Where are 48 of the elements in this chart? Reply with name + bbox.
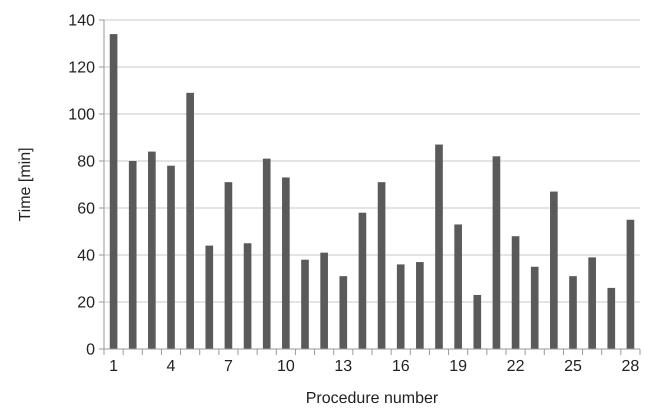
bar [262, 158, 271, 349]
bar [416, 262, 424, 349]
x-tick-label: 1 [109, 358, 118, 375]
bar [512, 236, 520, 349]
y-tick-label: 100 [68, 106, 96, 124]
bar [282, 177, 290, 349]
bar [244, 243, 252, 349]
bar [530, 266, 539, 349]
bar [473, 294, 482, 349]
bar [626, 220, 634, 349]
y-tick-label: 140 [68, 12, 96, 30]
bar [301, 260, 309, 349]
bar [435, 144, 443, 349]
bar [607, 288, 616, 349]
y-tick-label: 80 [77, 154, 96, 171]
y-tick-label: 60 [77, 200, 96, 218]
x-axis-title: Procedure number [306, 390, 439, 407]
x-tick-label: 4 [166, 358, 176, 375]
x-tick-label: 19 [449, 358, 468, 375]
bar [224, 182, 232, 349]
bar [569, 276, 577, 349]
y-tick-label: 120 [68, 60, 96, 77]
bar [492, 156, 500, 349]
x-tick-label: 16 [392, 358, 410, 375]
bar [320, 252, 328, 349]
bar [110, 34, 118, 349]
bar [339, 276, 348, 349]
y-tick-label: 0 [86, 342, 96, 359]
y-tick-label: 20 [77, 294, 96, 312]
bar [205, 246, 214, 349]
x-tick-label: 25 [564, 358, 582, 375]
bar [358, 212, 366, 349]
bar [148, 152, 156, 349]
x-tick-label: 22 [506, 358, 525, 375]
y-axis-title: Time [min] [17, 147, 34, 222]
bar [396, 264, 405, 349]
y-tick-label: 40 [77, 248, 96, 265]
bar [588, 257, 596, 349]
x-tick-label: 13 [334, 358, 352, 375]
bar [550, 192, 558, 349]
x-tick-label: 28 [622, 358, 640, 375]
x-tick-label: 7 [224, 358, 233, 375]
bar [378, 182, 386, 349]
x-tick-label: 10 [276, 358, 295, 375]
bar [128, 161, 137, 349]
bar [186, 92, 194, 349]
bar [454, 224, 462, 349]
bar [167, 166, 175, 349]
